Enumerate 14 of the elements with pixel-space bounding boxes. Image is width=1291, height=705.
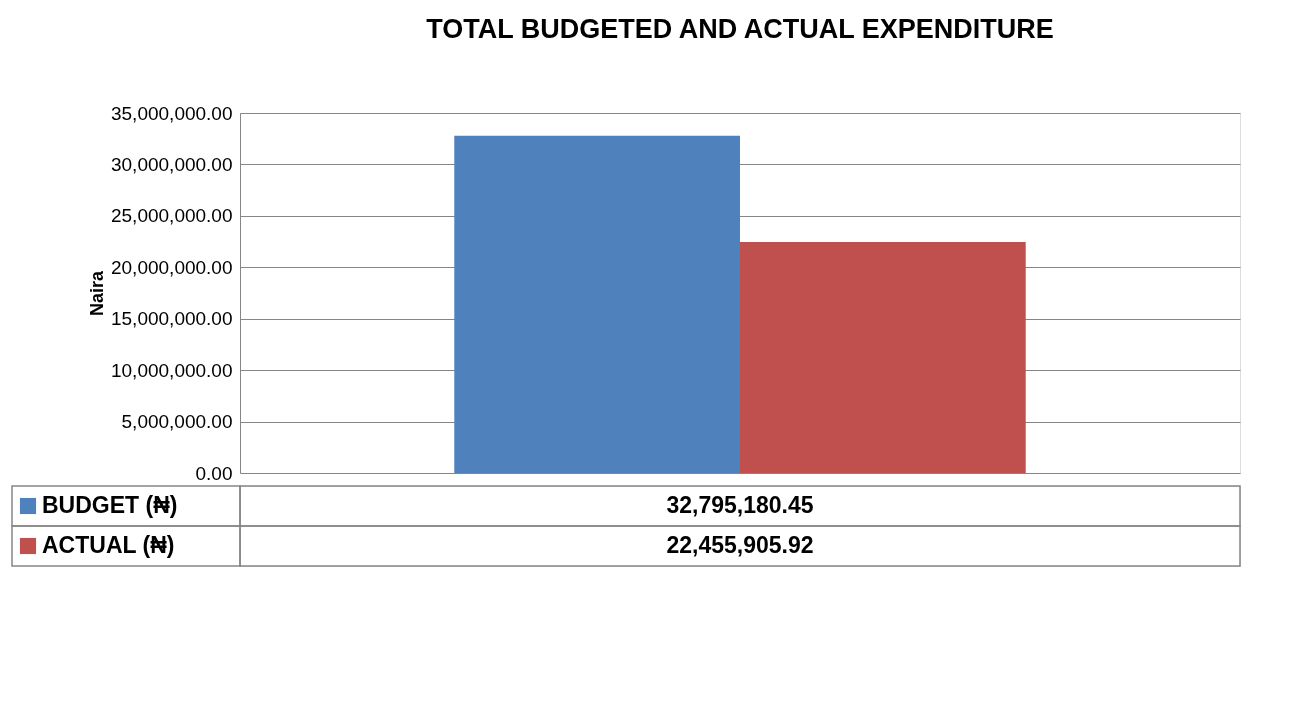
y-tick-label: 25,000,000.00: [110, 205, 233, 227]
y-tick-label: 35,000,000.00: [110, 102, 233, 124]
y-tick-label: 5,000,000.00: [121, 411, 233, 433]
y-tick-label: 10,000,000.00: [110, 359, 233, 381]
legend-label: BUDGET (₦): [42, 492, 178, 518]
data-label: 22,455,905.92: [666, 532, 814, 558]
y-tick-label: 0.00: [195, 462, 233, 484]
chart-title: TOTAL BUDGETED AND ACTUAL EXPENDITURE: [426, 14, 1054, 44]
y-axis-title: Naira: [86, 270, 107, 317]
y-tick-label: 30,000,000.00: [110, 153, 233, 175]
y-tick-label: 15,000,000.00: [110, 308, 233, 330]
y-tick-label: 20,000,000.00: [110, 256, 233, 278]
legend-label: ACTUAL (₦): [42, 532, 175, 558]
data-label: 32,795,180.45: [666, 492, 814, 518]
